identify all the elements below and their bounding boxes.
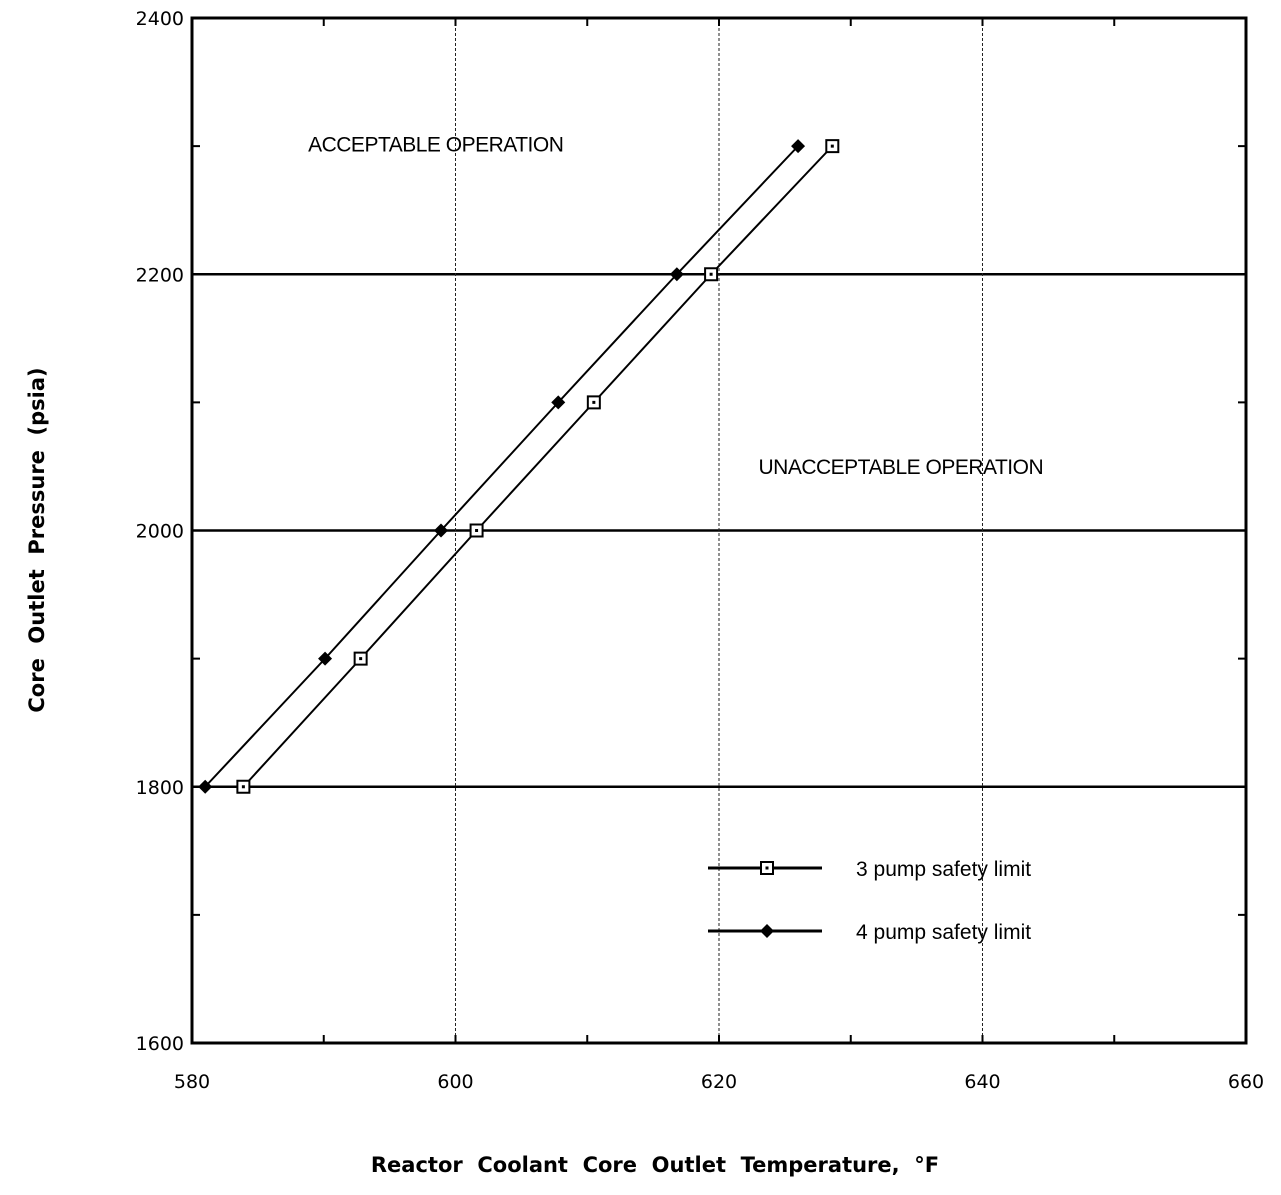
data-point-s2-5 [791, 139, 806, 154]
legend-entry-2: 4 pump safety limit [708, 921, 1031, 944]
legend-entry-1: 3 pump safety limit [708, 858, 1031, 881]
y-tick-label-2400: 2400 [136, 8, 184, 30]
square-marker-dot [830, 144, 834, 148]
grid-lines [192, 18, 1246, 1043]
y-tick-label-1600: 1600 [136, 1033, 184, 1055]
data-point-s2-0 [198, 779, 213, 794]
data-point-s1-3 [586, 395, 601, 410]
square-marker-dot [475, 529, 479, 532]
tick-labels: 1600 1800 2000 2200 2400 580 600 620 640 660 [136, 8, 1264, 1093]
x-tick-label-620: 620 [701, 1071, 737, 1093]
legend-marker-1 [760, 861, 774, 875]
y-axis-title: Core Outlet Pressure (psia) [25, 367, 49, 712]
legend-marker-2 [760, 924, 774, 938]
data-point-s1-2 [469, 523, 484, 538]
data-point-s2-1 [318, 651, 333, 666]
x-tick-label-640: 640 [964, 1071, 1000, 1093]
region-label-1: ACCEPTABLE OPERATION [308, 133, 563, 156]
data-point-s1-4 [704, 267, 719, 282]
square-marker-dot [592, 400, 596, 404]
data-point-s2-4 [669, 267, 684, 282]
square-marker-dot [241, 785, 245, 789]
legend: 3 pump safety limit 4 pump safety limit [708, 858, 1031, 944]
legend-label-2: 4 pump safety limit [856, 921, 1031, 944]
series-line-1 [242, 145, 834, 788]
series-1 [236, 139, 840, 794]
data-point-s2-2 [434, 523, 449, 538]
data-point-s1-1 [353, 651, 368, 666]
series-line-2 [204, 145, 799, 788]
series-layer [198, 139, 840, 794]
square-marker-dot [359, 657, 363, 661]
x-axis-title: Reactor Coolant Core Outlet Temperature,… [371, 1153, 939, 1177]
region-label-2: UNACCEPTABLE OPERATION [759, 456, 1044, 479]
y-tick-label-2200: 2200 [136, 264, 184, 286]
square-marker-dot [709, 272, 713, 276]
series-2 [198, 139, 806, 794]
data-point-s1-5 [825, 139, 840, 154]
annotations: ACCEPTABLE OPERATION UNACCEPTABLE OPERATI… [308, 133, 1044, 479]
data-point-s1-0 [236, 779, 251, 794]
y-tick-label-2000: 2000 [136, 521, 184, 543]
square-marker-dot [765, 866, 769, 870]
data-point-s2-3 [551, 395, 566, 410]
legend-label-1: 3 pump safety limit [856, 858, 1031, 881]
x-tick-label-660: 660 [1228, 1071, 1264, 1093]
x-tick-label-600: 600 [437, 1071, 473, 1093]
y-tick-label-1800: 1800 [136, 777, 184, 799]
x-tick-label-580: 580 [174, 1071, 210, 1093]
